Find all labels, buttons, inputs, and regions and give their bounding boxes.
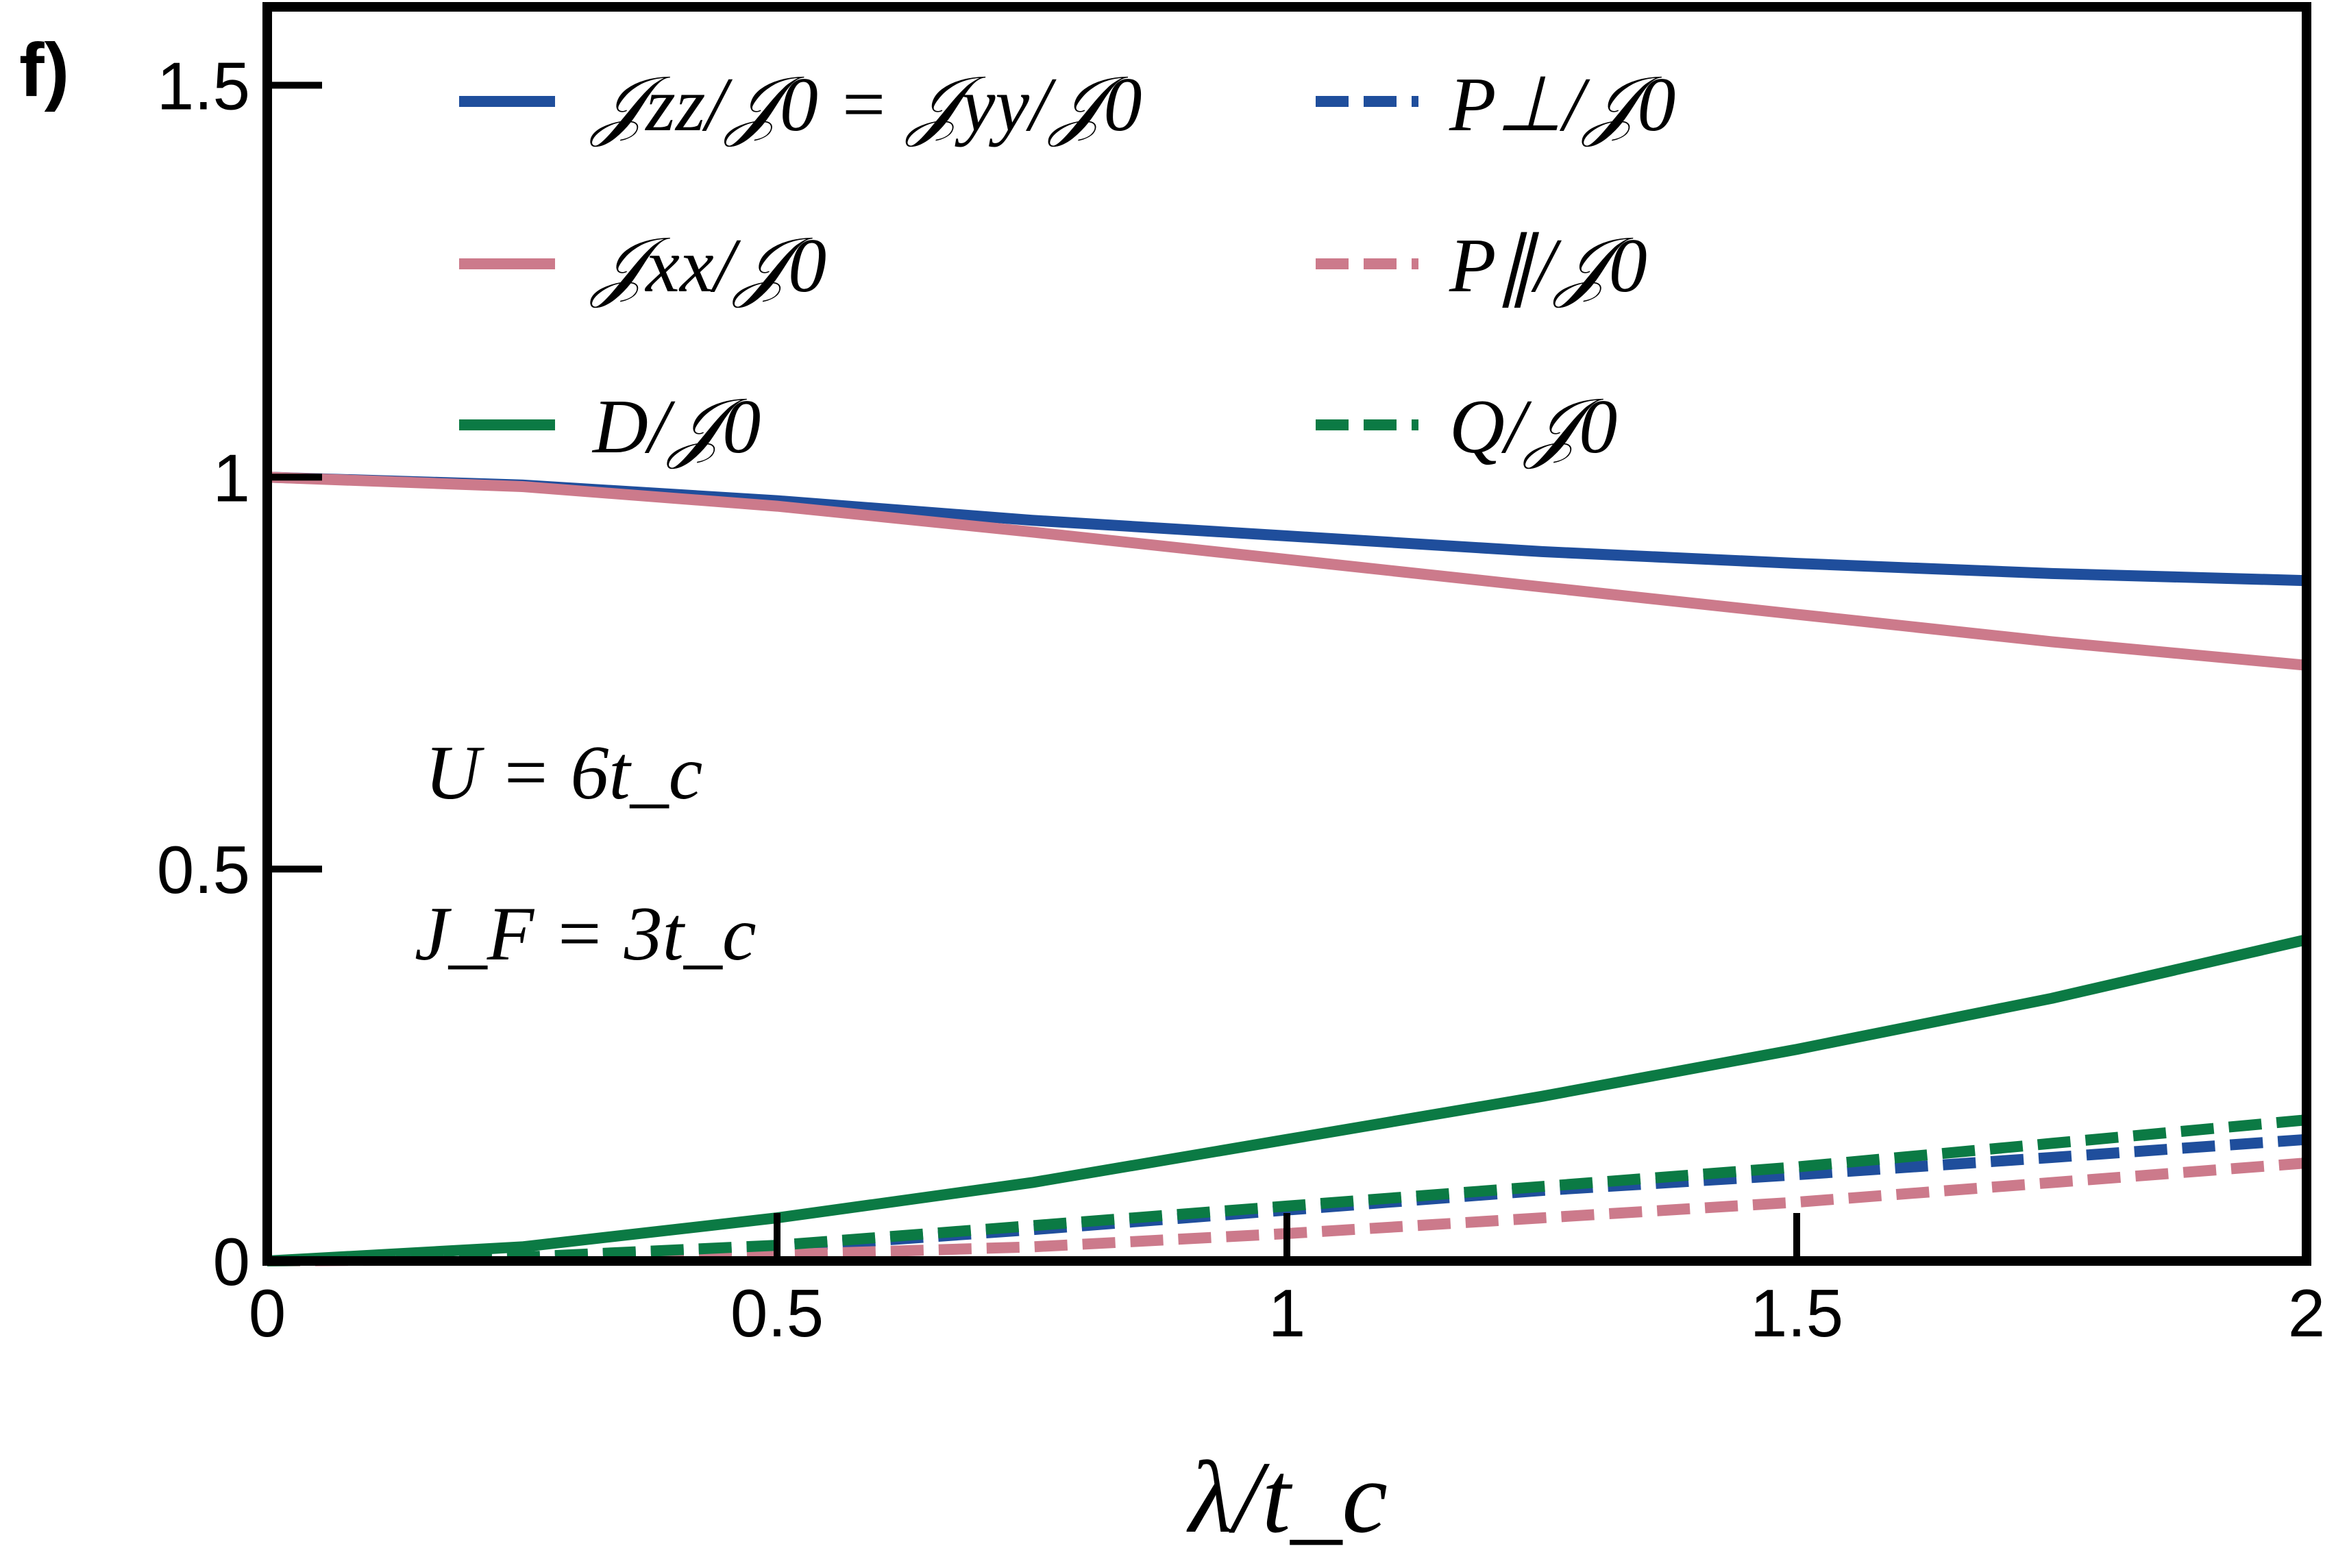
legend: 𝒥zz/𝒥0 = 𝒥yy/𝒥0 𝒥xx/𝒥0 D/𝒥0 P⊥/𝒥0 P∥/𝒥0 … [459,62,1675,469]
annotation-jf: J_F = 3t_c [415,892,757,977]
series-line-5 [267,1114,2307,1266]
y-tick-label-2: 1 [212,440,250,515]
legend-label-pperp: P⊥/𝒥0 [1449,62,1675,147]
plot-frame [262,2,2311,1266]
x-tick-label-3: 1.5 [1750,1275,1843,1351]
x-tick-label-1: 0.5 [730,1275,824,1351]
annotation-u: U = 6t_c [425,731,702,816]
legend-label-ppar: P∥/𝒥0 [1449,223,1647,308]
series-line-2 [267,934,2308,1266]
y-tick-label-1: 0.5 [157,832,250,907]
legend-label-d: D/𝒥0 [591,384,761,469]
legend-label-q: Q/𝒥0 [1449,384,1617,469]
ticks-layer: 0 0.5 1 1.5 2 0 0.5 1 1.5 [157,48,2325,1351]
panel-label: f) [19,28,69,112]
series-line-1 [267,471,2307,671]
y-tick-label-3: 1.5 [157,48,250,123]
legend-label-jzz: 𝒥zz/𝒥0 = 𝒥yy/𝒥0 [589,62,1142,147]
x-axis-label: λ/t_c [1186,1441,1388,1554]
legend-label-jxx: 𝒥xx/𝒥0 [589,223,826,308]
x-tick-label-0: 0 [249,1275,286,1351]
x-tick-label-4: 2 [2288,1275,2326,1351]
x-tick-label-2: 1 [1268,1275,1306,1351]
y-tick-label-0: 0 [212,1224,250,1299]
series-layer [267,471,2308,1266]
